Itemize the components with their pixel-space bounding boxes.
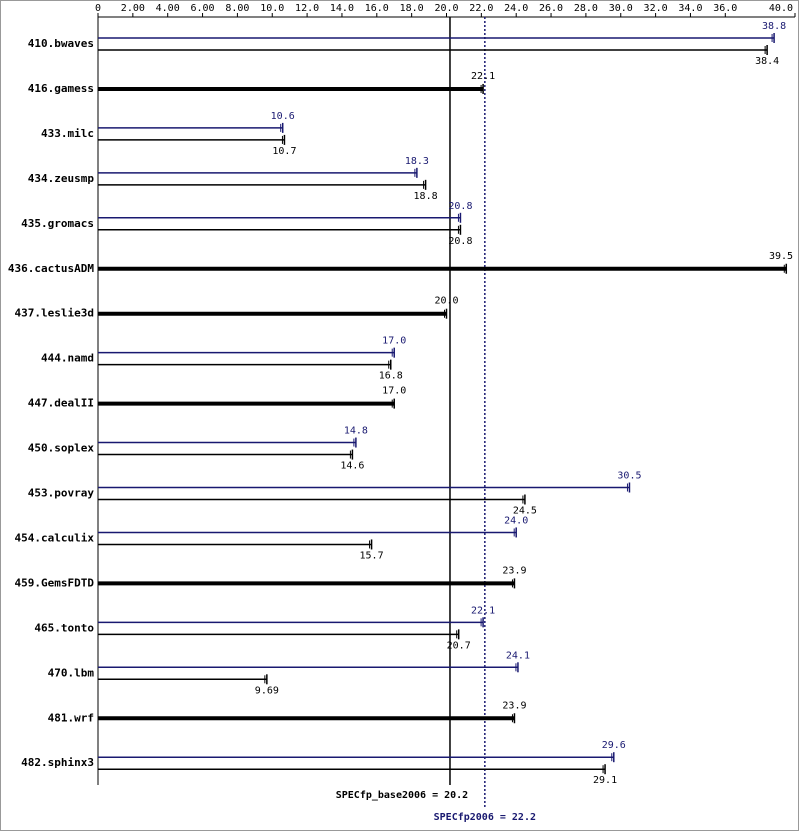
value-label: 29.6 bbox=[602, 740, 626, 751]
category-label: 444.namd bbox=[41, 352, 94, 365]
category-label: 481.wrf bbox=[48, 711, 94, 724]
x-tick-label: 18.0 bbox=[400, 3, 424, 14]
value-label: 17.0 bbox=[382, 336, 406, 347]
value-label: 14.6 bbox=[340, 461, 364, 472]
x-tick-label: 8.00 bbox=[225, 3, 249, 14]
category-label: 450.soplex bbox=[28, 442, 95, 455]
x-tick-label: 36.0 bbox=[713, 3, 737, 14]
x-tick-label: 34.0 bbox=[678, 3, 702, 14]
x-tick-label: 4.00 bbox=[156, 3, 180, 14]
value-label: 24.5 bbox=[513, 506, 537, 517]
x-tick-label: 24.0 bbox=[504, 3, 528, 14]
category-label: 482.sphinx3 bbox=[21, 756, 94, 769]
x-tick-label: 22.0 bbox=[469, 3, 493, 14]
value-label: 20.7 bbox=[447, 640, 471, 651]
x-tick-label: 6.00 bbox=[191, 3, 215, 14]
value-label: 16.8 bbox=[379, 371, 403, 382]
value-label: 22.1 bbox=[471, 605, 495, 616]
category-label: 465.tonto bbox=[34, 621, 94, 634]
x-tick-label: 2.00 bbox=[121, 3, 145, 14]
value-label: 15.7 bbox=[360, 550, 384, 561]
value-label: 20.8 bbox=[448, 236, 472, 247]
category-label: 436.cactusADM bbox=[8, 262, 94, 275]
x-tick-label: 28.0 bbox=[574, 3, 598, 14]
value-label: 20.8 bbox=[448, 201, 472, 212]
value-label: 29.1 bbox=[593, 775, 617, 786]
x-tick-label: 30.0 bbox=[609, 3, 633, 14]
value-label: 23.9 bbox=[502, 565, 526, 576]
category-label: 470.lbm bbox=[48, 666, 95, 679]
category-label: 435.gromacs bbox=[21, 217, 94, 230]
x-tick-label: 0 bbox=[95, 3, 101, 14]
value-label: 38.4 bbox=[755, 56, 779, 67]
x-tick-label: 20.0 bbox=[434, 3, 458, 14]
value-label: 9.69 bbox=[255, 685, 279, 696]
category-label: 454.calculix bbox=[15, 531, 95, 544]
value-label: 38.8 bbox=[762, 21, 786, 32]
category-label: 410.bwaves bbox=[28, 37, 94, 50]
category-label: 453.povray bbox=[28, 487, 95, 500]
value-label: 39.5 bbox=[769, 251, 793, 262]
reference-label: SPECfp_base2006 = 20.2 bbox=[336, 790, 468, 801]
value-label: 24.0 bbox=[504, 515, 528, 526]
x-tick-label: 40.0 bbox=[769, 3, 793, 14]
reference-label: SPECfp2006 = 22.2 bbox=[434, 812, 536, 823]
value-label: 23.9 bbox=[502, 700, 526, 711]
x-tick-label: 14.0 bbox=[330, 3, 354, 14]
value-label: 10.6 bbox=[271, 111, 295, 122]
x-tick-label: 32.0 bbox=[644, 3, 668, 14]
category-label: 437.leslie3d bbox=[15, 307, 94, 320]
value-label: 22.1 bbox=[471, 71, 495, 82]
category-label: 416.gamess bbox=[28, 82, 94, 95]
category-label: 433.milc bbox=[41, 127, 94, 140]
x-tick-label: 16.0 bbox=[365, 3, 389, 14]
x-tick-label: 12.0 bbox=[295, 3, 319, 14]
value-label: 14.8 bbox=[344, 426, 368, 437]
value-label: 24.1 bbox=[506, 650, 530, 661]
value-label: 20.0 bbox=[434, 296, 458, 307]
value-label: 18.3 bbox=[405, 156, 429, 167]
value-label: 30.5 bbox=[617, 471, 641, 482]
value-label: 10.7 bbox=[272, 146, 296, 157]
category-label: 434.zeusmp bbox=[28, 172, 95, 185]
category-label: 447.dealII bbox=[28, 397, 94, 410]
value-label: 17.0 bbox=[382, 386, 406, 397]
x-tick-label: 10.0 bbox=[260, 3, 284, 14]
x-tick-label: 26.0 bbox=[539, 3, 563, 14]
value-label: 18.8 bbox=[414, 191, 438, 202]
category-label: 459.GemsFDTD bbox=[15, 576, 95, 589]
